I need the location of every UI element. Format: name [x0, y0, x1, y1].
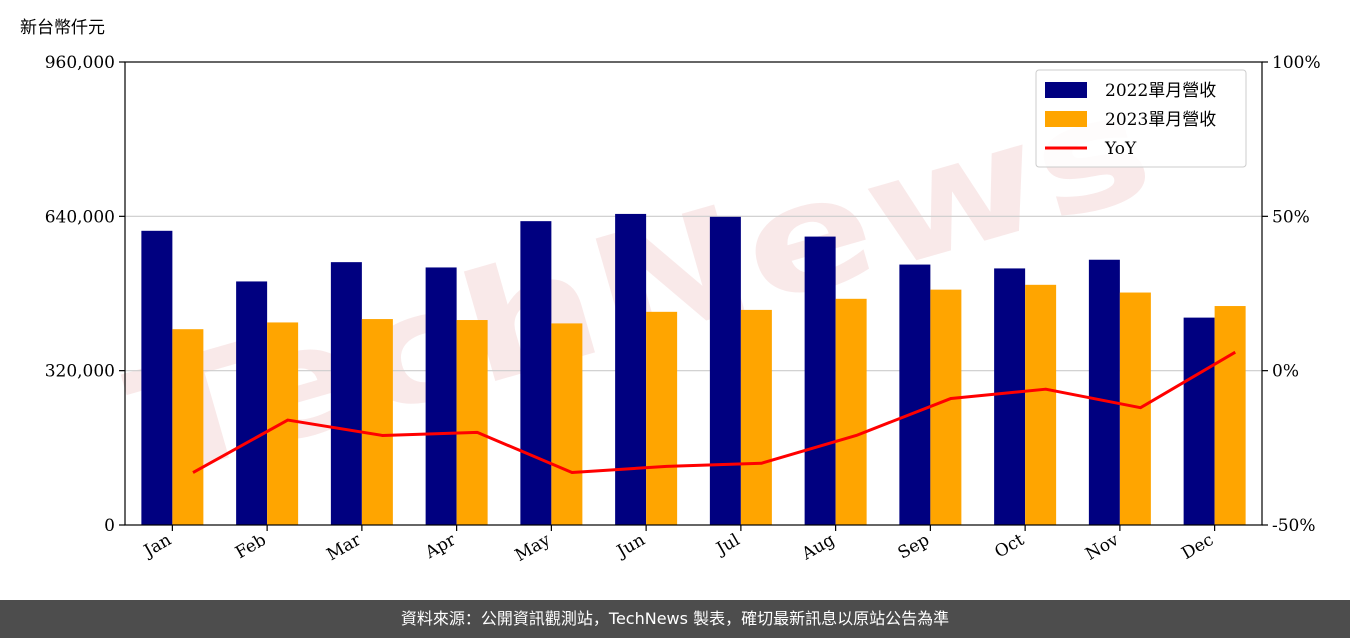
bar-2022-sep	[899, 264, 931, 525]
y2-tick-label: 50%	[1272, 207, 1310, 227]
bars	[141, 213, 1246, 526]
bar-2022-jul	[709, 216, 741, 526]
bar-2022-may	[520, 221, 552, 525]
yoy-line-path	[192, 350, 1237, 475]
legend: 2022單月營收 2023單月營收 YoY	[1035, 69, 1247, 168]
x-tick-label: Jul	[712, 530, 744, 560]
x-tick-label: Oct	[991, 530, 1027, 563]
source-footer: 資料來源：公開資訊觀測站，TechNews 製表，確切最新訊息以原站公告為準	[0, 600, 1350, 638]
y-tick-label: 640,000	[45, 207, 115, 227]
yoy-line	[192, 350, 1237, 475]
bar-2023-dec	[1214, 306, 1246, 525]
x-tick-label: Feb	[232, 530, 270, 563]
bar-2022-jan	[141, 230, 173, 526]
legend-label: 2023單月營收	[1105, 110, 1216, 130]
bar-2022-feb	[236, 281, 268, 525]
y-tick-label: 320,000	[45, 362, 115, 382]
x-tick-label: Nov	[1082, 530, 1122, 565]
y-tick-label: 0	[104, 516, 115, 536]
gridlines	[125, 215, 1262, 372]
y-tick-label: 960,000	[45, 53, 115, 73]
y2-tick-label: 100%	[1272, 53, 1321, 73]
legend-box	[1035, 69, 1247, 168]
bar-2023-jan	[172, 329, 204, 525]
y-axis-label: 新台幣仟元	[20, 18, 105, 38]
bar-2023-apr	[456, 320, 488, 525]
bar-2022-mar	[330, 262, 362, 525]
legend-swatch	[1045, 111, 1087, 127]
bar-2023-nov	[1119, 292, 1151, 525]
bar-2023-jul	[740, 309, 772, 525]
plot-frame	[124, 61, 1263, 526]
y2-tick-label: 0%	[1272, 362, 1299, 382]
legend-label: YoY	[1104, 139, 1137, 159]
bar-2022-nov	[1088, 259, 1120, 525]
y2-tick-label: -50%	[1272, 516, 1316, 536]
x-tick-label: May	[512, 530, 555, 566]
legend-swatch	[1045, 82, 1087, 98]
x-tick-label: Aug	[798, 530, 839, 565]
bar-2022-aug	[804, 236, 836, 525]
bar-2023-aug	[835, 298, 867, 525]
bar-2023-mar	[361, 319, 393, 525]
bar-2022-dec	[1183, 317, 1215, 525]
x-tick-label: Jun	[612, 530, 649, 563]
x-tick-label: Apr	[421, 530, 460, 564]
bar-2022-apr	[425, 267, 457, 525]
bar-2023-oct	[1025, 284, 1057, 525]
x-tick-label: Mar	[323, 530, 365, 566]
bar-2023-sep	[930, 289, 962, 525]
bar-2022-oct	[994, 268, 1026, 525]
x-tick-label: Jan	[139, 530, 175, 562]
x-tick-label: Dec	[1178, 530, 1217, 564]
bar-2022-jun	[615, 213, 647, 525]
legend-label: 2022單月營收	[1105, 81, 1216, 101]
revenue-chart: TechNews 新台幣仟元 0320,000640,000960,000-50…	[20, 18, 1321, 566]
bar-2023-jun	[646, 311, 678, 525]
x-tick-label: Sep	[895, 530, 933, 564]
bar-2023-may	[551, 323, 583, 525]
